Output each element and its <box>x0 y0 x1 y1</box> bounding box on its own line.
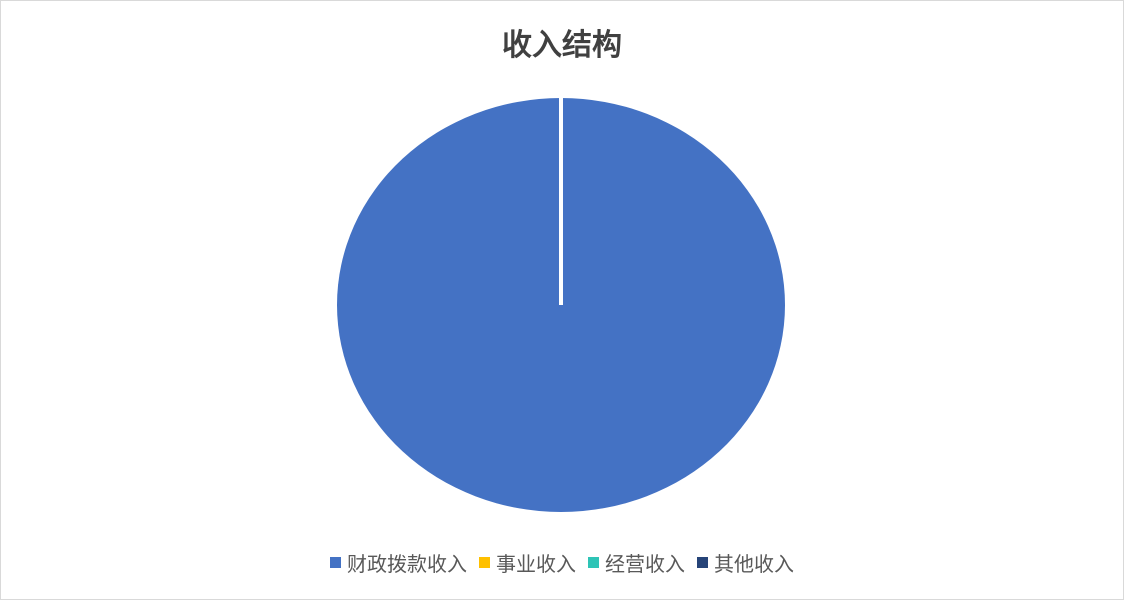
legend-label: 事业收入 <box>496 552 576 576</box>
legend-label: 经营收入 <box>605 552 685 576</box>
legend-swatch <box>588 557 599 568</box>
legend-swatch <box>330 557 341 568</box>
legend-label: 财政拨款收入 <box>347 552 467 576</box>
legend-item: 其他收入 <box>697 548 794 577</box>
legend-label: 其他收入 <box>714 552 794 576</box>
legend-item: 财政拨款收入 <box>330 548 467 577</box>
legend-swatch <box>697 557 708 568</box>
legend-item: 事业收入 <box>479 548 576 577</box>
legend-item: 经营收入 <box>588 548 685 577</box>
legend: 财政拨款收入 事业收入 经营收入 其他收入 <box>0 548 1124 577</box>
legend-swatch <box>479 557 490 568</box>
chart-title: 收入结构 <box>502 28 622 63</box>
